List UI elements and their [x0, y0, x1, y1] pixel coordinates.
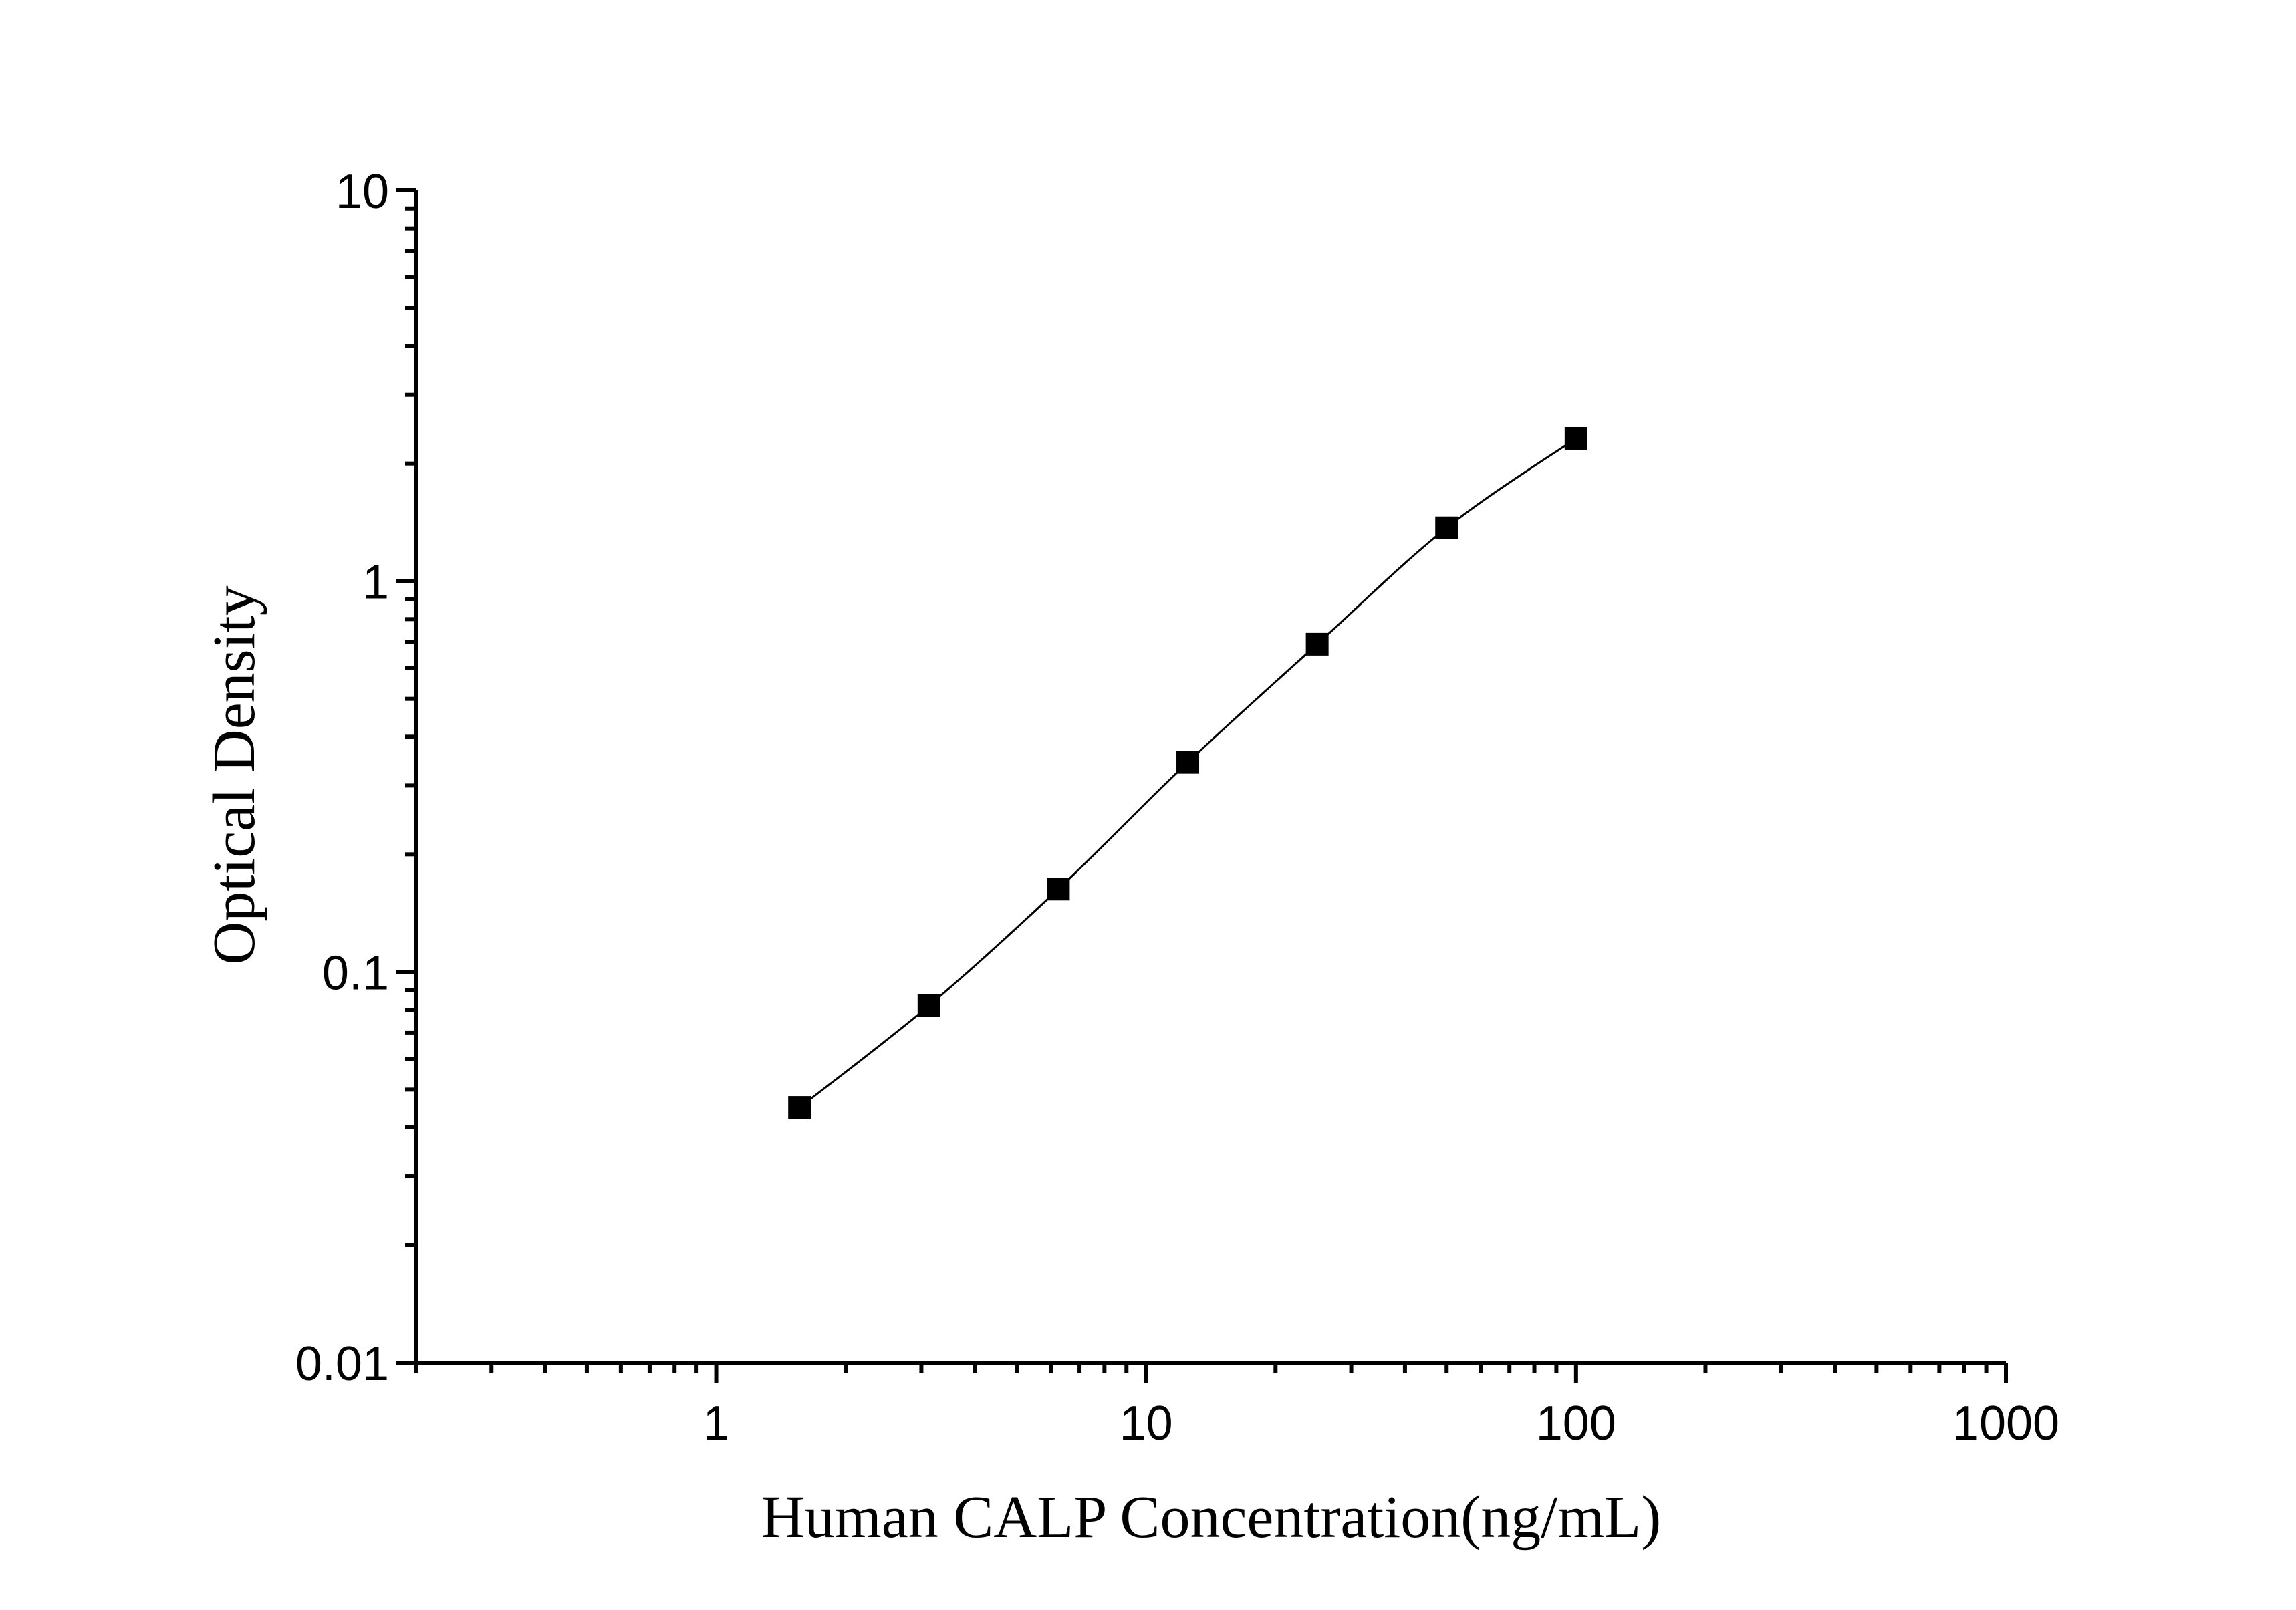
- data-point: [1176, 751, 1200, 774]
- data-point: [1047, 878, 1070, 901]
- y-tick-label: 0.01: [295, 1337, 389, 1391]
- x-axis-title: Human CALP Concentration(ng/mL): [761, 1484, 1661, 1551]
- data-point: [788, 1096, 811, 1119]
- data-point: [917, 994, 940, 1017]
- x-tick-label: 100: [1536, 1397, 1616, 1450]
- x-tick-label: 10: [1120, 1397, 1173, 1450]
- y-tick-label: 0.1: [322, 946, 389, 1000]
- x-tick-label: 1000: [1952, 1397, 2059, 1450]
- x-tick-label: 1: [703, 1397, 730, 1450]
- y-axis-title: Optical Density: [201, 585, 267, 964]
- y-tick-label: 10: [336, 165, 389, 219]
- y-tick-label: 1: [362, 556, 389, 610]
- data-point: [1305, 632, 1329, 656]
- data-point: [1435, 516, 1458, 539]
- data-point: [1564, 426, 1587, 450]
